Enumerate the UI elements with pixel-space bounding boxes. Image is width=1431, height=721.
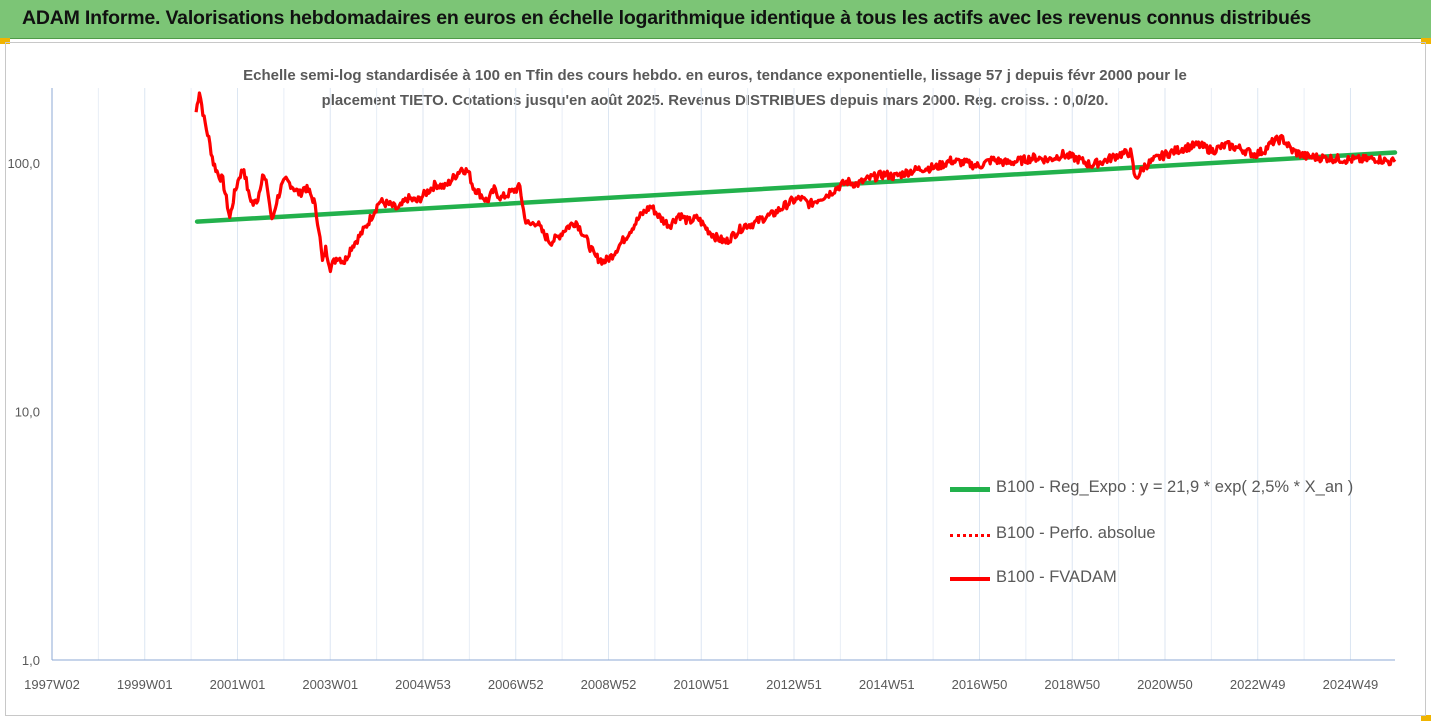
chart-frame <box>5 42 1426 716</box>
x-tick-label: 2024W49 <box>1323 677 1379 692</box>
corner-mark-bottom-right <box>1421 715 1431 721</box>
x-tick-label: 2022W49 <box>1230 677 1286 692</box>
x-tick-label: 1997W02 <box>24 677 80 692</box>
y-axis-labels: 1,0 10,0 100,0 <box>7 156 40 668</box>
legend-label-reg-expo: B100 - Reg_Expo : y = 21,9 * exp( 2,5% *… <box>996 478 1354 496</box>
x-tick-label: 2014W51 <box>859 677 915 692</box>
series-line-fvadam <box>194 91 1397 274</box>
chart-title: Echelle semi-log standardisée à 100 en T… <box>180 63 1250 113</box>
legend-swatch-perfo <box>950 534 990 537</box>
gridlines <box>51 88 1395 661</box>
corner-mark-right <box>1421 38 1431 44</box>
x-tick-label: 2001W01 <box>210 677 266 692</box>
series-lines <box>194 91 1398 274</box>
header-banner: ADAM Informe. Valorisations hebdomadaire… <box>0 0 1431 39</box>
corner-mark-left <box>0 38 10 44</box>
x-tick-label: 2016W50 <box>952 677 1008 692</box>
legend-label-perfo: B100 - Perfo. absolue <box>996 524 1156 542</box>
x-tick-label: 2004W53 <box>395 677 451 692</box>
x-tick-label: 2006W52 <box>488 677 544 692</box>
legend-swatch-fvadam <box>950 577 990 581</box>
x-tick-label: 2010W51 <box>673 677 729 692</box>
page-title: ADAM Informe. Valorisations hebdomadaire… <box>22 7 1312 29</box>
x-tick-label: 1999W01 <box>117 677 173 692</box>
legend-item-fvadam: B100 - FVADAM <box>950 568 1390 592</box>
x-tick-label: 2020W50 <box>1137 677 1193 692</box>
x-tick-label: 2012W51 <box>766 677 822 692</box>
y-tick-label: 1,0 <box>22 653 40 668</box>
y-tick-label: 100,0 <box>7 156 40 171</box>
legend-item-reg-expo: B100 - Reg_Expo : y = 21,9 * exp( 2,5% *… <box>950 478 1390 502</box>
legend-item-perfo: B100 - Perfo. absolue <box>950 524 1390 548</box>
x-tick-label: 2008W52 <box>581 677 637 692</box>
x-tick-label: 2003W01 <box>302 677 358 692</box>
legend-swatch-reg-expo <box>950 487 990 492</box>
y-tick-label: 10,0 <box>15 404 40 419</box>
x-tick-label: 2018W50 <box>1044 677 1100 692</box>
chart-title-line-2: placement TIETO. Cotations jusqu'en août… <box>321 92 1109 109</box>
x-axis-labels: 1997W02 1999W01 2001W01 2003W01 2004W53 2006W… <box>24 677 1378 692</box>
chart-title-line-1: Echelle semi-log standardisée à 100 en T… <box>243 67 1187 84</box>
legend-label-fvadam: B100 - FVADAM <box>996 568 1117 586</box>
